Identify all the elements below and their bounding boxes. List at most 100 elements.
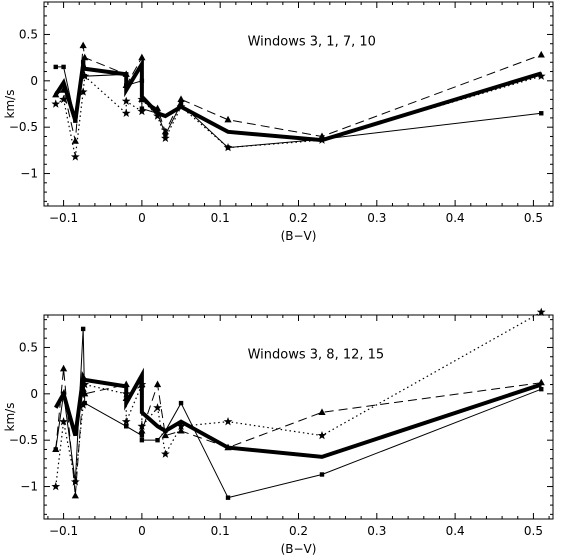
x-tick-label: 0.3 xyxy=(367,524,386,538)
data-point-star xyxy=(161,449,170,458)
data-point-triangle xyxy=(224,443,232,451)
data-point-star xyxy=(59,94,68,104)
y-tick-label: −1 xyxy=(20,167,38,181)
data-point-square xyxy=(73,118,78,123)
data-point-square xyxy=(61,391,66,397)
data-point-square xyxy=(53,64,58,70)
data-point-star xyxy=(137,94,147,104)
x-tick-label: 0 xyxy=(138,211,146,225)
data-point-star xyxy=(153,111,162,120)
series-line-thin xyxy=(55,328,542,499)
series-line-thick xyxy=(54,367,542,459)
x-tick-label: 0.2 xyxy=(289,524,308,538)
y-tick-label: 0.5 xyxy=(19,27,38,41)
data-point-star xyxy=(161,133,170,143)
y-tick-label: −0.5 xyxy=(9,120,38,134)
data-point-triangle xyxy=(153,104,162,112)
data-point-triangle xyxy=(224,115,232,123)
data-point-star xyxy=(223,142,233,152)
y-tick-label: 0.5 xyxy=(19,340,38,354)
x-tick-label: 0.5 xyxy=(524,211,543,225)
data-point-star xyxy=(78,87,88,96)
x-axis-label: (B−V) xyxy=(281,542,317,556)
data-point-triangle xyxy=(79,385,87,392)
y-tick-label: −0.5 xyxy=(9,433,38,447)
data-point-star xyxy=(317,430,327,440)
data-point-star xyxy=(121,108,131,117)
data-point-square xyxy=(539,386,544,392)
data-point-star xyxy=(80,71,90,80)
data-point-triangle xyxy=(52,445,60,453)
x-tick-label: 0.4 xyxy=(446,211,465,225)
data-point-triangle xyxy=(122,81,130,89)
y-tick-label: 0 xyxy=(30,387,38,401)
data-point-triangle xyxy=(52,90,60,98)
data-point-square xyxy=(319,472,325,477)
data-point-triangle xyxy=(59,86,68,93)
x-tick-label: 0.2 xyxy=(289,211,308,225)
data-point-star xyxy=(70,477,80,486)
x-tick-label: 0.1 xyxy=(211,524,230,538)
chart-annotation: Windows 3, 8, 12, 15 xyxy=(248,348,385,363)
data-point-star xyxy=(536,307,546,316)
x-tick-label: 0.3 xyxy=(367,211,386,225)
data-point-triangle xyxy=(122,380,130,388)
data-point-star xyxy=(59,417,68,426)
data-point-star xyxy=(176,421,186,430)
data-point-star xyxy=(137,379,147,389)
x-tick-label: 0 xyxy=(138,524,146,538)
data-point-square xyxy=(139,433,145,438)
data-point-triangle xyxy=(161,431,169,439)
data-point-square xyxy=(80,326,86,332)
data-point-star xyxy=(137,421,147,430)
x-axis-label: (B−V) xyxy=(281,229,317,243)
data-point-star xyxy=(51,481,61,491)
data-point-square xyxy=(178,400,184,406)
plot-frame xyxy=(43,314,554,520)
data-point-star xyxy=(317,135,327,144)
data-point-square xyxy=(124,424,129,429)
data-point-square xyxy=(80,60,86,65)
data-point-triangle xyxy=(138,53,146,61)
data-point-triangle xyxy=(537,378,545,386)
data-point-triangle xyxy=(71,137,79,144)
data-point-square xyxy=(82,400,87,406)
data-point-star xyxy=(223,417,233,426)
data-point-square xyxy=(539,111,544,116)
data-point-star xyxy=(536,71,546,80)
x-tick-label: −0.1 xyxy=(49,211,78,225)
y-tick-label: −1 xyxy=(20,480,38,494)
x-tick-label: 0.5 xyxy=(524,524,543,538)
data-point-triangle xyxy=(59,364,68,372)
data-point-star xyxy=(121,417,131,426)
plot-frame xyxy=(43,1,554,207)
data-point-star xyxy=(80,379,90,389)
data-point-triangle xyxy=(81,389,89,397)
data-point-triangle xyxy=(81,53,89,61)
data-point-star xyxy=(137,106,147,116)
data-point-triangle xyxy=(79,41,87,49)
y-tick-label: 0 xyxy=(30,74,38,88)
y-axis-label: km/s xyxy=(3,90,17,119)
data-point-square xyxy=(163,428,168,434)
chart-panel-bottom: −0.1 0 0.1 0.2 0.3 0.4 0.5 0.5 0 −0.5 −1 (B−V) km/s W… xyxy=(3,307,554,556)
data-point-square xyxy=(61,64,66,70)
data-point-star xyxy=(153,403,162,412)
data-point-triangle xyxy=(177,95,185,102)
chart-annotation: Windows 3, 1, 7, 10 xyxy=(248,35,376,50)
series-line-dashed xyxy=(55,45,542,142)
data-point-square xyxy=(225,495,231,500)
data-point-triangle xyxy=(177,426,185,434)
x-tick-label: 0.1 xyxy=(211,211,230,225)
data-point-square xyxy=(155,437,160,443)
data-point-triangle xyxy=(122,70,130,77)
data-point-star xyxy=(70,152,80,161)
data-point-star xyxy=(121,389,131,398)
data-point-star xyxy=(51,99,61,108)
chart-panel-top: −0.1 0 0.1 0.2 0.3 0.4 0.5 0.5 0 −0.5 −1 (B−V) km/s W… xyxy=(3,1,554,243)
data-point-star xyxy=(121,96,131,105)
data-point-triangle xyxy=(318,408,326,415)
data-point-star xyxy=(78,400,88,409)
data-point-triangle xyxy=(153,380,162,388)
